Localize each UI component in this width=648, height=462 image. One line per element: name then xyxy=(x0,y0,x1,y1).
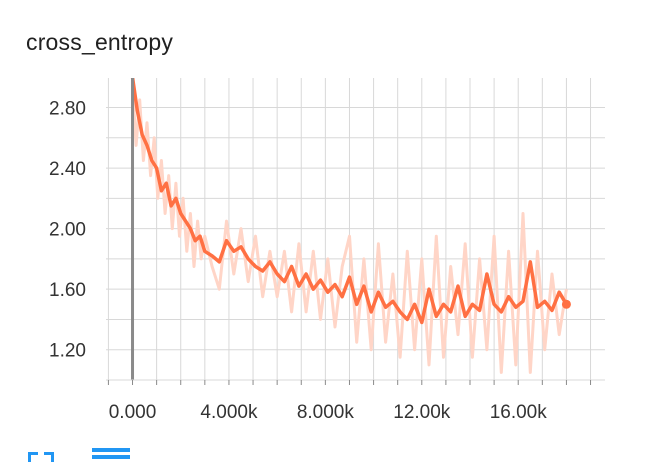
smoothed-series-line xyxy=(130,78,569,325)
x-tick-label-2: 8.000k xyxy=(297,402,355,423)
line-chart[interactable]: 0.000 4.000k 8.000k 12.00k 16.00k 1.20 1.60 2.0… xyxy=(0,0,648,440)
axes xyxy=(106,78,605,385)
x-tick-label-4: 16.00k xyxy=(490,402,548,423)
x-tick-label-1: 4.000k xyxy=(200,402,258,423)
tick-labels: 0.000 4.000k 8.000k 12.00k 16.00k 1.20 1.60 2.0… xyxy=(49,99,547,423)
x-tick-label-0: 0.000 xyxy=(109,402,157,423)
x-tick-label-3: 12.00k xyxy=(393,402,451,423)
y-tick-label-2: 2.00 xyxy=(49,220,86,241)
expand-icon[interactable] xyxy=(26,444,54,462)
chart-title: cross_entropy xyxy=(26,29,174,55)
series-end-point xyxy=(561,299,571,309)
y-tick-label-3: 2.40 xyxy=(49,159,86,180)
smoothed-series xyxy=(130,78,571,325)
y-tick-label-1: 1.60 xyxy=(49,280,86,301)
y-tick-label-0: 1.20 xyxy=(49,341,86,362)
y-tick-label-4: 2.80 xyxy=(49,99,86,120)
card-toolbar xyxy=(26,444,136,462)
data-table-icon[interactable] xyxy=(92,444,130,462)
